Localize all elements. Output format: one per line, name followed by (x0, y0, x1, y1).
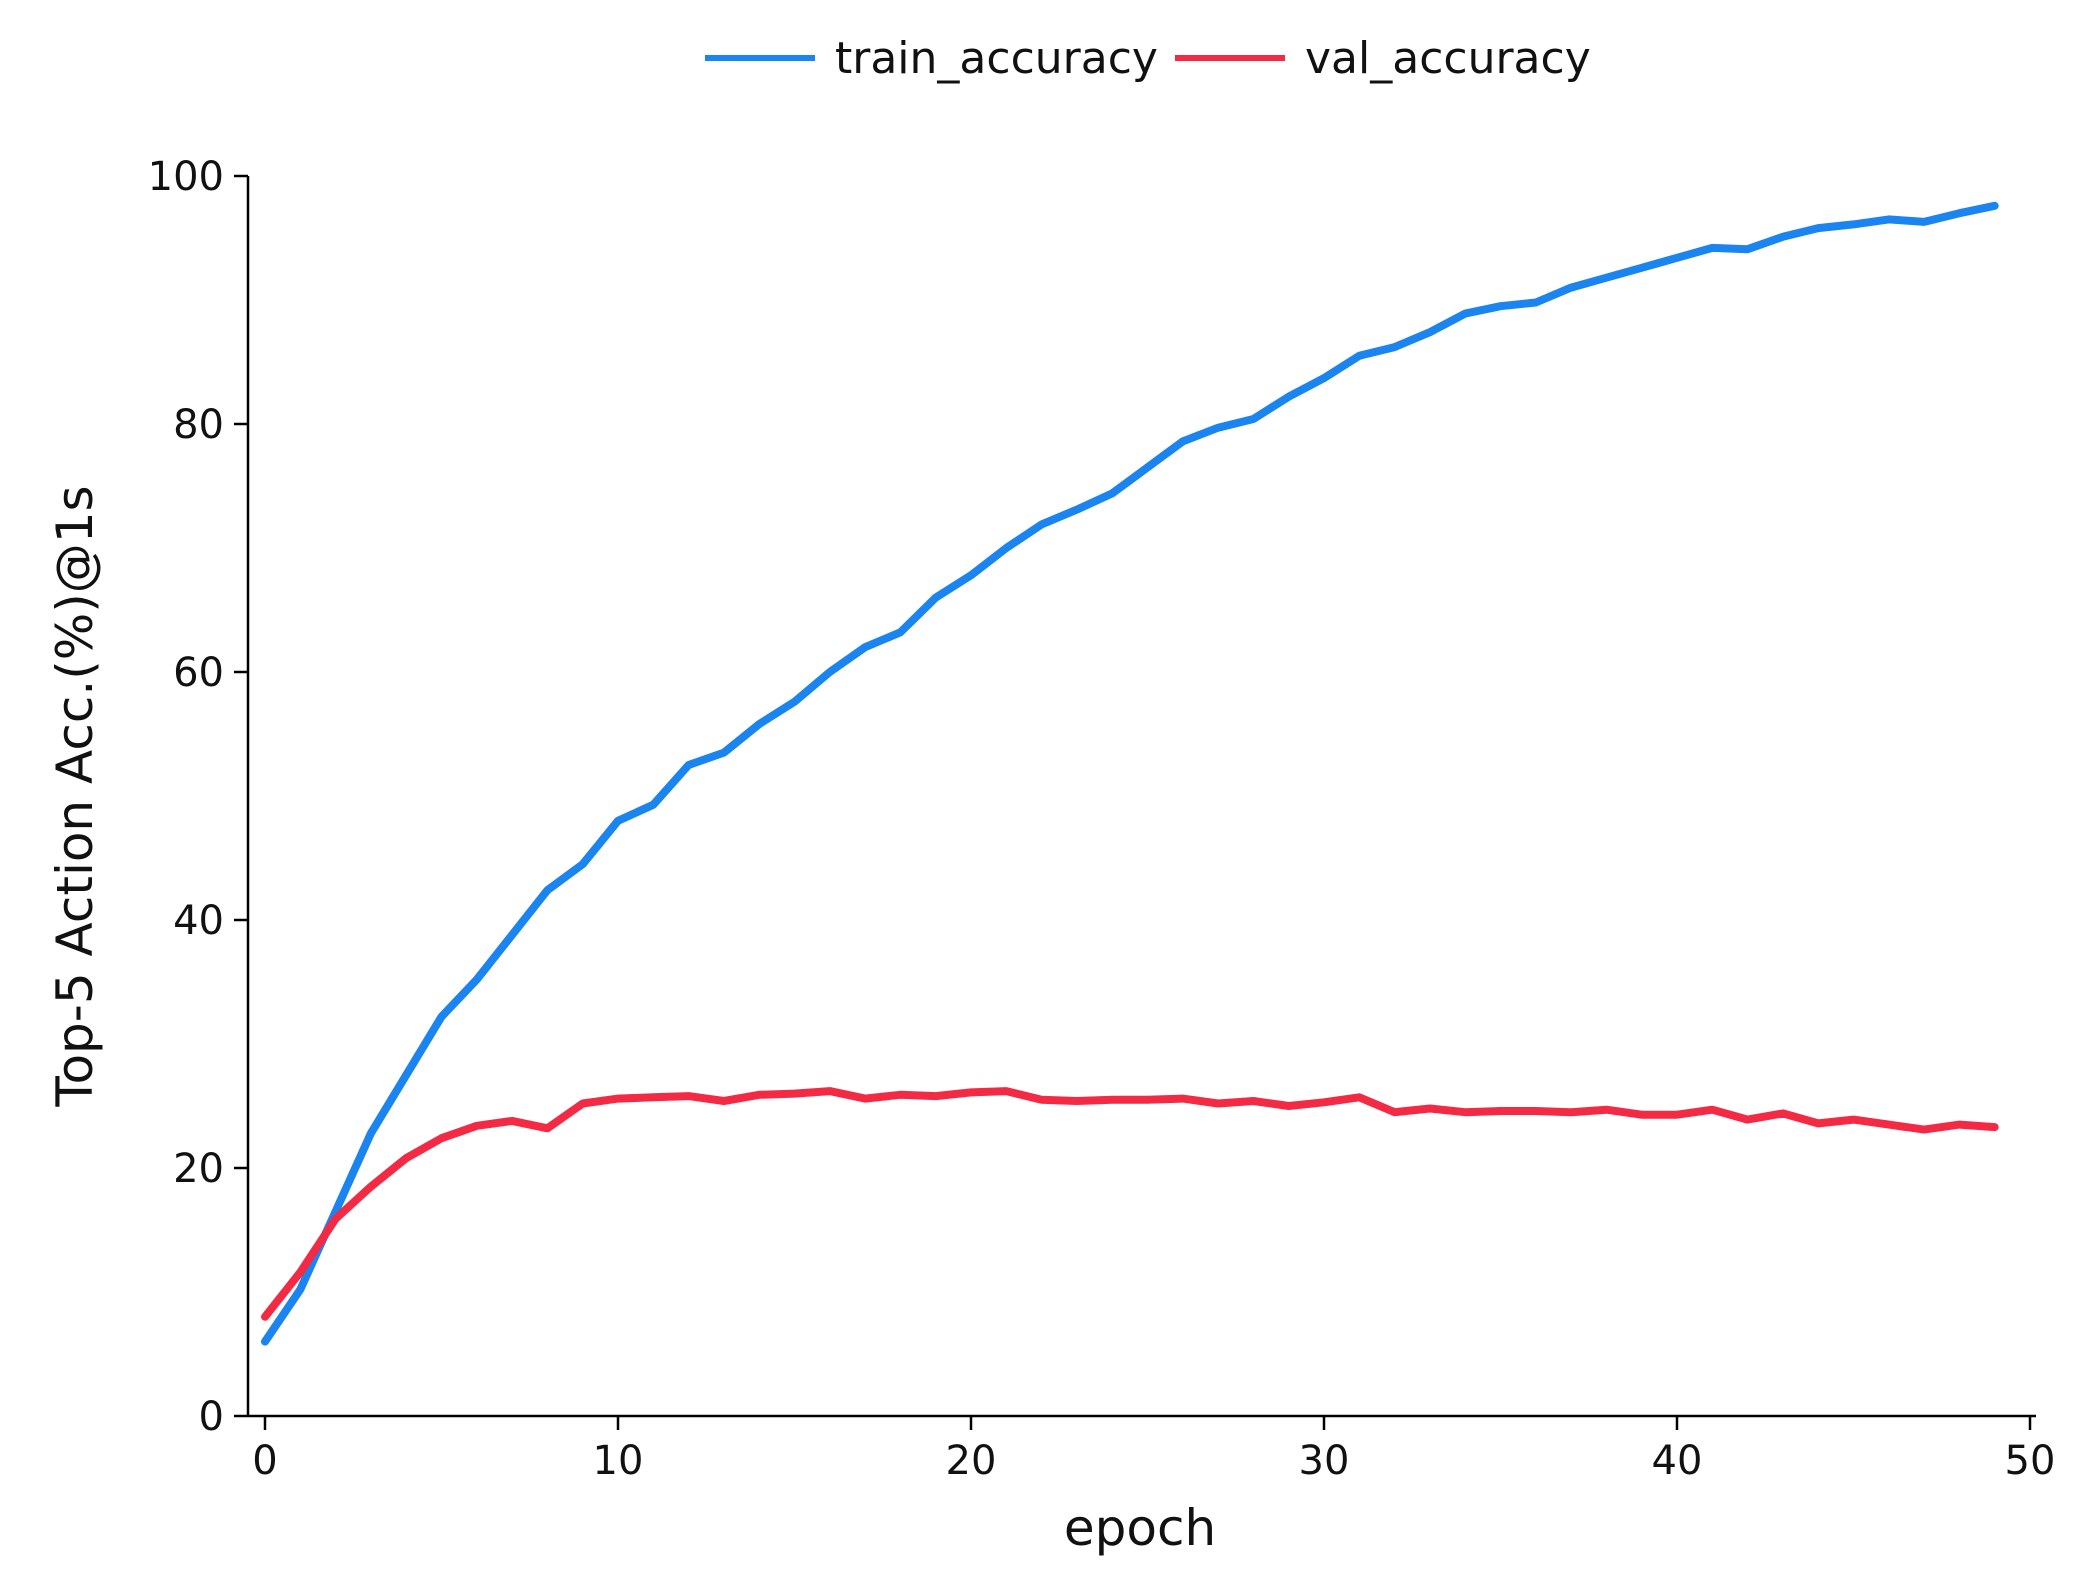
x-tick-label: 20 (946, 1438, 997, 1484)
x-ticks: 0 10 20 30 40 50 (252, 1416, 2055, 1484)
x-tick-label: 50 (2005, 1438, 2056, 1484)
y-ticks: 0 20 40 60 80 100 (148, 154, 248, 1440)
series-line-val-accuracy (261, 1087, 1999, 1321)
y-tick-label: 20 (173, 1146, 224, 1192)
series-line-train-accuracy (261, 201, 1999, 1346)
y-tick-label: 0 (199, 1394, 224, 1440)
legend: train_accuracy val_accuracy (705, 33, 1591, 84)
y-tick-label: 100 (148, 154, 224, 200)
legend-label-val-accuracy: val_accuracy (1305, 33, 1591, 84)
x-axis-title: epoch (1064, 1499, 1216, 1557)
legend-label-train-accuracy: train_accuracy (835, 33, 1158, 84)
y-tick-label: 40 (173, 898, 224, 944)
x-tick-label: 0 (252, 1438, 277, 1484)
axes: 0 20 40 60 80 100 0 10 20 30 40 50 Top-5 Action Ac… (46, 154, 2055, 1557)
y-tick-label: 60 (173, 650, 224, 696)
x-tick-label: 10 (593, 1438, 644, 1484)
y-axis-title: Top-5 Action Acc.(%)@1s (46, 485, 104, 1107)
x-tick-label: 40 (1652, 1438, 1703, 1484)
y-tick-label: 80 (173, 402, 224, 448)
x-tick-label: 30 (1299, 1438, 1350, 1484)
plot-area (261, 201, 1999, 1346)
